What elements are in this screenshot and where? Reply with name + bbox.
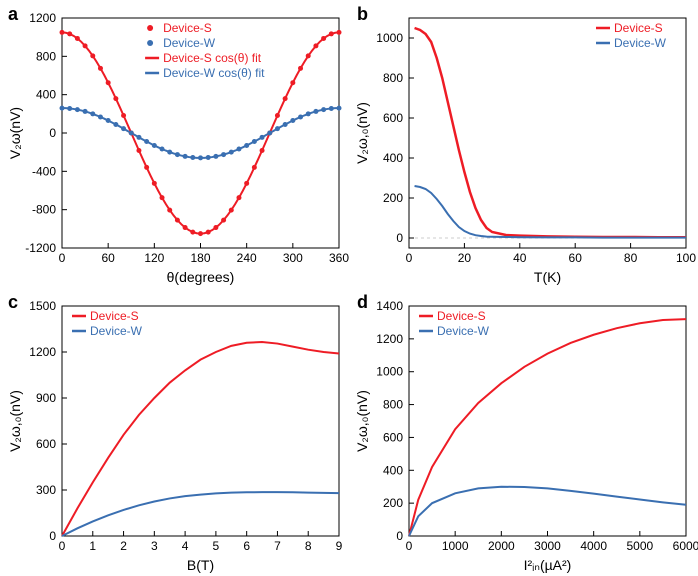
svg-text:80: 80 xyxy=(624,251,638,265)
svg-text:800: 800 xyxy=(36,49,56,63)
svg-text:300: 300 xyxy=(283,251,303,265)
svg-text:800: 800 xyxy=(383,71,403,85)
svg-text:4000: 4000 xyxy=(580,539,607,553)
svg-text:V₂ω,₀(nV): V₂ω,₀(nV) xyxy=(354,390,370,452)
svg-text:360: 360 xyxy=(329,251,349,265)
svg-text:400: 400 xyxy=(383,463,403,477)
svg-text:Device-W: Device-W xyxy=(90,324,143,338)
svg-text:1200: 1200 xyxy=(29,345,56,359)
panel-a: a 060120180240300360-1200-800-4000400800… xyxy=(0,0,349,288)
svg-text:1: 1 xyxy=(89,539,96,553)
svg-text:600: 600 xyxy=(36,437,56,451)
svg-text:600: 600 xyxy=(383,430,403,444)
svg-text:4: 4 xyxy=(182,539,189,553)
svg-text:0: 0 xyxy=(406,539,413,553)
svg-text:0: 0 xyxy=(396,231,403,245)
svg-text:800: 800 xyxy=(383,398,403,412)
svg-text:Device-S cos(θ) fit: Device-S cos(θ) fit xyxy=(163,51,262,65)
svg-text:2000: 2000 xyxy=(488,539,515,553)
svg-text:I²ᵢₙ(µA²): I²ᵢₙ(µA²) xyxy=(524,557,572,573)
svg-text:1500: 1500 xyxy=(29,299,56,313)
svg-text:θ(degrees): θ(degrees) xyxy=(167,269,235,285)
svg-text:400: 400 xyxy=(36,88,56,102)
panel-c: c 0123456789030060090012001500B(T)V₂ω,₀(… xyxy=(0,288,349,576)
panel-b: b 02040608010002004006008001000T(K)V₂ω,₀… xyxy=(349,0,698,288)
svg-text:9: 9 xyxy=(336,539,343,553)
svg-text:0: 0 xyxy=(59,251,66,265)
svg-text:1000: 1000 xyxy=(376,31,403,45)
panel-d: d 01000200030004000500060000200400600800… xyxy=(349,288,698,576)
svg-text:1200: 1200 xyxy=(29,11,56,25)
svg-text:0: 0 xyxy=(406,251,413,265)
svg-text:60: 60 xyxy=(101,251,115,265)
svg-text:Device-W: Device-W xyxy=(614,36,667,50)
svg-text:0: 0 xyxy=(396,529,403,543)
svg-text:100: 100 xyxy=(676,251,696,265)
svg-text:40: 40 xyxy=(513,251,527,265)
svg-text:Device-S: Device-S xyxy=(614,21,663,35)
svg-text:-400: -400 xyxy=(32,164,56,178)
svg-text:2: 2 xyxy=(120,539,127,553)
svg-text:200: 200 xyxy=(383,496,403,510)
svg-text:Device-W: Device-W xyxy=(163,36,216,50)
svg-text:5000: 5000 xyxy=(626,539,653,553)
svg-text:20: 20 xyxy=(458,251,472,265)
svg-text:3000: 3000 xyxy=(534,539,561,553)
svg-text:200: 200 xyxy=(383,191,403,205)
svg-text:1400: 1400 xyxy=(376,299,403,313)
svg-text:Device-S: Device-S xyxy=(437,309,486,323)
svg-text:900: 900 xyxy=(36,391,56,405)
svg-text:6000: 6000 xyxy=(673,539,698,553)
svg-text:-800: -800 xyxy=(32,203,56,217)
svg-text:5: 5 xyxy=(213,539,220,553)
svg-text:Device-S: Device-S xyxy=(163,21,212,35)
svg-text:B(T): B(T) xyxy=(187,557,214,573)
svg-text:8: 8 xyxy=(305,539,312,553)
chart-b: 02040608010002004006008001000T(K)V₂ω,₀(n… xyxy=(349,0,698,288)
svg-text:240: 240 xyxy=(237,251,257,265)
svg-text:-1200: -1200 xyxy=(25,241,56,255)
svg-text:7: 7 xyxy=(274,539,281,553)
svg-text:6: 6 xyxy=(243,539,250,553)
svg-text:1200: 1200 xyxy=(376,332,403,346)
svg-text:V₂ω(nV): V₂ω(nV) xyxy=(7,107,23,159)
svg-text:Device-W: Device-W xyxy=(437,324,490,338)
svg-text:3: 3 xyxy=(151,539,158,553)
svg-text:0: 0 xyxy=(59,539,66,553)
svg-text:180: 180 xyxy=(190,251,210,265)
svg-text:600: 600 xyxy=(383,111,403,125)
svg-text:1000: 1000 xyxy=(442,539,469,553)
chart-a: 0 60 120 180 240 300 360 -1200 -800 -400 0 400 800 12… xyxy=(0,0,349,288)
svg-text:0: 0 xyxy=(49,126,56,140)
svg-text:300: 300 xyxy=(36,483,56,497)
svg-text:V₂ω,₀(nV): V₂ω,₀(nV) xyxy=(7,390,23,452)
svg-text:0: 0 xyxy=(49,529,56,543)
svg-text:400: 400 xyxy=(383,151,403,165)
svg-text:Device-W cos(θ) fit: Device-W cos(θ) fit xyxy=(163,66,265,80)
svg-text:V₂ω,₀(nV): V₂ω,₀(nV) xyxy=(354,102,370,164)
svg-text:120: 120 xyxy=(144,251,164,265)
chart-grid: a 060120180240300360-1200-800-4000400800… xyxy=(0,0,698,576)
chart-d: 0 1000 2000 3000 4000 5000 6000 0 200 400 600 800 10… xyxy=(349,288,698,576)
svg-text:T(K): T(K) xyxy=(534,269,561,285)
chart-c: 0 1 2 3 4 5 6 7 8 9 0 300 600 900 1200 1500 B(T) V₂ω,₀(nV… xyxy=(0,288,349,576)
svg-text:60: 60 xyxy=(569,251,583,265)
svg-text:1000: 1000 xyxy=(376,365,403,379)
svg-text:Device-S: Device-S xyxy=(90,309,139,323)
